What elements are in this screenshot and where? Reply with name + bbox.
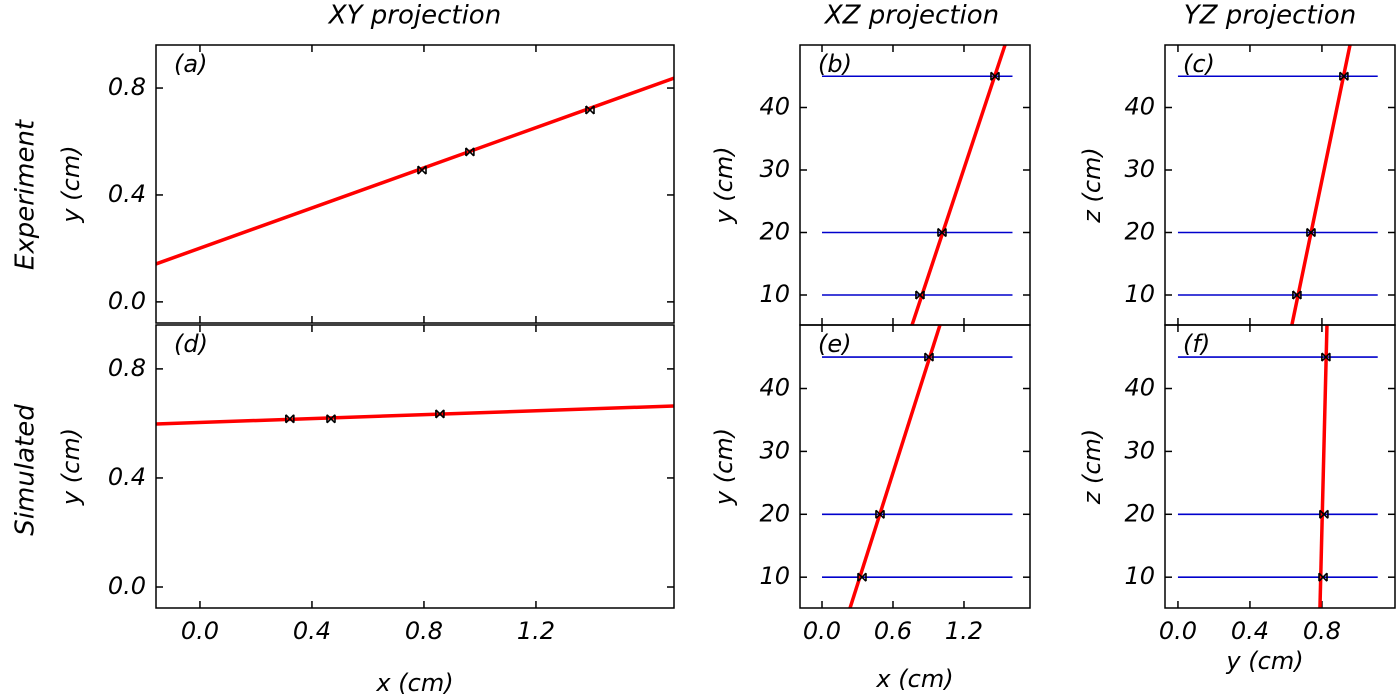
axes-frame bbox=[799, 324, 1031, 609]
panel-label: (f) bbox=[1183, 330, 1210, 358]
y-tick-label: 20 bbox=[759, 218, 790, 246]
panel-label: (b) bbox=[818, 50, 852, 78]
hit-marker bbox=[924, 352, 934, 362]
row-label: Experiment bbox=[11, 119, 41, 270]
y-tick-label: 0.4 bbox=[108, 463, 146, 491]
hit-marker bbox=[857, 572, 867, 582]
y-tick-label: 30 bbox=[759, 436, 790, 464]
y-tick-label: 30 bbox=[1124, 436, 1155, 464]
panel-label: (d) bbox=[174, 330, 208, 358]
column-title: YZ projection bbox=[1184, 1, 1356, 31]
x-tick-label: 0.0 bbox=[181, 617, 219, 645]
hit-marker bbox=[915, 290, 925, 300]
y-tick-label: 10 bbox=[1124, 280, 1155, 308]
x-axis-label: x (cm) bbox=[875, 665, 953, 693]
y-tick-label: 0.8 bbox=[108, 354, 146, 382]
y-tick-label: 0.4 bbox=[108, 180, 146, 208]
axes-frame bbox=[155, 44, 675, 324]
x-tick-label: 0.0 bbox=[803, 617, 841, 645]
y-axis-label: z (cm) bbox=[1078, 429, 1106, 506]
y-axis-label: y (cm) bbox=[57, 145, 85, 223]
hit-marker bbox=[435, 409, 445, 419]
x-tick-label: 0.8 bbox=[405, 617, 443, 645]
fit-line bbox=[1318, 324, 1329, 609]
fit-line bbox=[910, 44, 1007, 326]
y-tick-label: 0.0 bbox=[108, 572, 146, 600]
y-tick-label: 10 bbox=[759, 562, 790, 590]
hit-marker bbox=[1318, 572, 1328, 582]
y-tick-label: 40 bbox=[759, 374, 790, 402]
fit-line bbox=[848, 324, 942, 609]
column-title: XZ projection bbox=[823, 1, 999, 31]
x-axis-label: x (cm) bbox=[375, 669, 453, 697]
hit-marker bbox=[1339, 71, 1349, 81]
x-tick-label: 0.8 bbox=[1303, 617, 1341, 645]
x-tick-label: 0.4 bbox=[293, 617, 331, 645]
y-axis-label: z (cm) bbox=[1078, 147, 1106, 224]
hit-marker bbox=[1321, 352, 1331, 362]
hit-marker bbox=[990, 71, 1000, 81]
hit-marker bbox=[1306, 227, 1316, 238]
panel-label: (c) bbox=[1183, 50, 1215, 78]
y-tick-label: 30 bbox=[759, 155, 790, 183]
fit-line bbox=[1290, 44, 1352, 326]
y-axis-label: y (cm) bbox=[710, 428, 738, 506]
y-axis-label: y (cm) bbox=[710, 146, 738, 224]
axes-frame bbox=[1164, 44, 1396, 326]
hit-marker bbox=[1292, 290, 1302, 300]
y-tick-label: 20 bbox=[1124, 218, 1155, 246]
x-tick-label: 0.6 bbox=[874, 617, 912, 645]
fit-line bbox=[155, 404, 675, 426]
hit-marker bbox=[417, 165, 427, 175]
y-tick-label: 0.0 bbox=[108, 287, 146, 315]
x-tick-label: 1.2 bbox=[517, 617, 555, 645]
y-tick-label: 40 bbox=[1124, 374, 1155, 402]
y-tick-label: 20 bbox=[759, 499, 790, 527]
hit-marker bbox=[285, 414, 295, 424]
y-tick-label: 20 bbox=[1124, 499, 1155, 527]
hit-marker bbox=[875, 509, 885, 519]
x-tick-label: 0.4 bbox=[1231, 617, 1269, 645]
y-axis-label: y (cm) bbox=[57, 428, 85, 506]
y-tick-label: 10 bbox=[1124, 562, 1155, 590]
hit-marker bbox=[465, 147, 475, 157]
y-tick-label: 10 bbox=[759, 280, 790, 308]
y-tick-label: 0.8 bbox=[108, 73, 146, 101]
panel-label: (e) bbox=[818, 330, 852, 358]
x-axis-label: y (cm) bbox=[1225, 647, 1303, 675]
y-tick-label: 40 bbox=[1124, 93, 1155, 121]
hit-marker bbox=[585, 105, 595, 115]
x-tick-label: 1.2 bbox=[945, 617, 983, 645]
panel-label: (a) bbox=[174, 50, 207, 78]
y-tick-label: 30 bbox=[1124, 155, 1155, 183]
hit-marker bbox=[937, 227, 947, 238]
column-title: XY projection bbox=[327, 1, 501, 31]
row-label: Simulated bbox=[11, 404, 41, 536]
axes-frame bbox=[1164, 324, 1396, 609]
fit-line bbox=[155, 76, 675, 266]
x-tick-label: 0.0 bbox=[1159, 617, 1197, 645]
y-tick-label: 40 bbox=[759, 93, 790, 121]
hit-marker bbox=[326, 414, 336, 424]
axes-frame bbox=[799, 44, 1031, 326]
axes-frame bbox=[155, 324, 675, 609]
hit-marker bbox=[1319, 509, 1329, 519]
